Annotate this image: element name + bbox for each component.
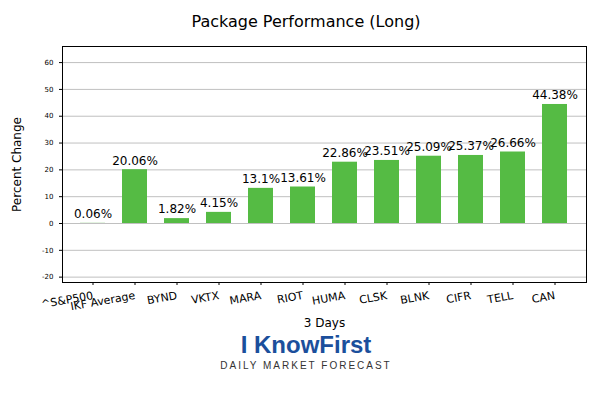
svg-text:26.66%: 26.66% — [490, 136, 536, 150]
svg-text:20: 20 — [45, 166, 54, 174]
svg-text:13.61%: 13.61% — [280, 171, 326, 185]
svg-text:10: 10 — [45, 193, 54, 201]
svg-text:0: 0 — [49, 220, 53, 228]
svg-text:TELL: TELL — [485, 289, 515, 307]
svg-text:^S&P500: ^S&P500 — [40, 289, 95, 311]
svg-text:CLSK: CLSK — [358, 289, 389, 307]
svg-text:3 Days: 3 Days — [304, 316, 345, 330]
svg-text:0.06%: 0.06% — [74, 207, 112, 221]
svg-text:25.09%: 25.09% — [406, 140, 452, 154]
svg-text:1.82%: 1.82% — [158, 202, 196, 216]
svg-text:CAN: CAN — [531, 289, 556, 306]
svg-text:23.51%: 23.51% — [364, 144, 410, 158]
svg-text:50: 50 — [45, 86, 54, 94]
html-text:I KnowFirst: I KnowFirst — [240, 331, 372, 358]
svg-text:13.1%: 13.1% — [242, 172, 280, 186]
svg-text:60: 60 — [45, 59, 54, 67]
svg-text:RIOT: RIOT — [276, 289, 304, 306]
svg-text:40: 40 — [45, 112, 54, 120]
svg-text:BLNK: BLNK — [399, 289, 431, 307]
svg-text:MARA: MARA — [229, 289, 263, 307]
svg-text:20.06%: 20.06% — [112, 154, 158, 168]
svg-text:-20: -20 — [42, 273, 53, 281]
html-text:DAILY MARKET FORECAST: DAILY MARKET FORECAST — [220, 360, 392, 371]
svg-text:4.15%: 4.15% — [200, 196, 238, 210]
svg-text:BYND: BYND — [146, 289, 178, 307]
svg-text:-10: -10 — [42, 247, 53, 255]
svg-text:IKF Average: IKF Average — [69, 289, 136, 313]
svg-text:30: 30 — [45, 139, 54, 147]
svg-text:22.86%: 22.86% — [322, 146, 368, 160]
svg-text:Percent Change: Percent Change — [10, 117, 24, 212]
svg-text:VKTX: VKTX — [190, 289, 220, 307]
svg-text:CIFR: CIFR — [445, 289, 472, 306]
svg-text:44.38%: 44.38% — [532, 88, 578, 102]
html-text:Package Performance (Long): Package Performance (Long) — [191, 12, 421, 31]
svg-text:HUMA: HUMA — [311, 289, 347, 308]
svg-text:25.37%: 25.37% — [448, 139, 494, 153]
